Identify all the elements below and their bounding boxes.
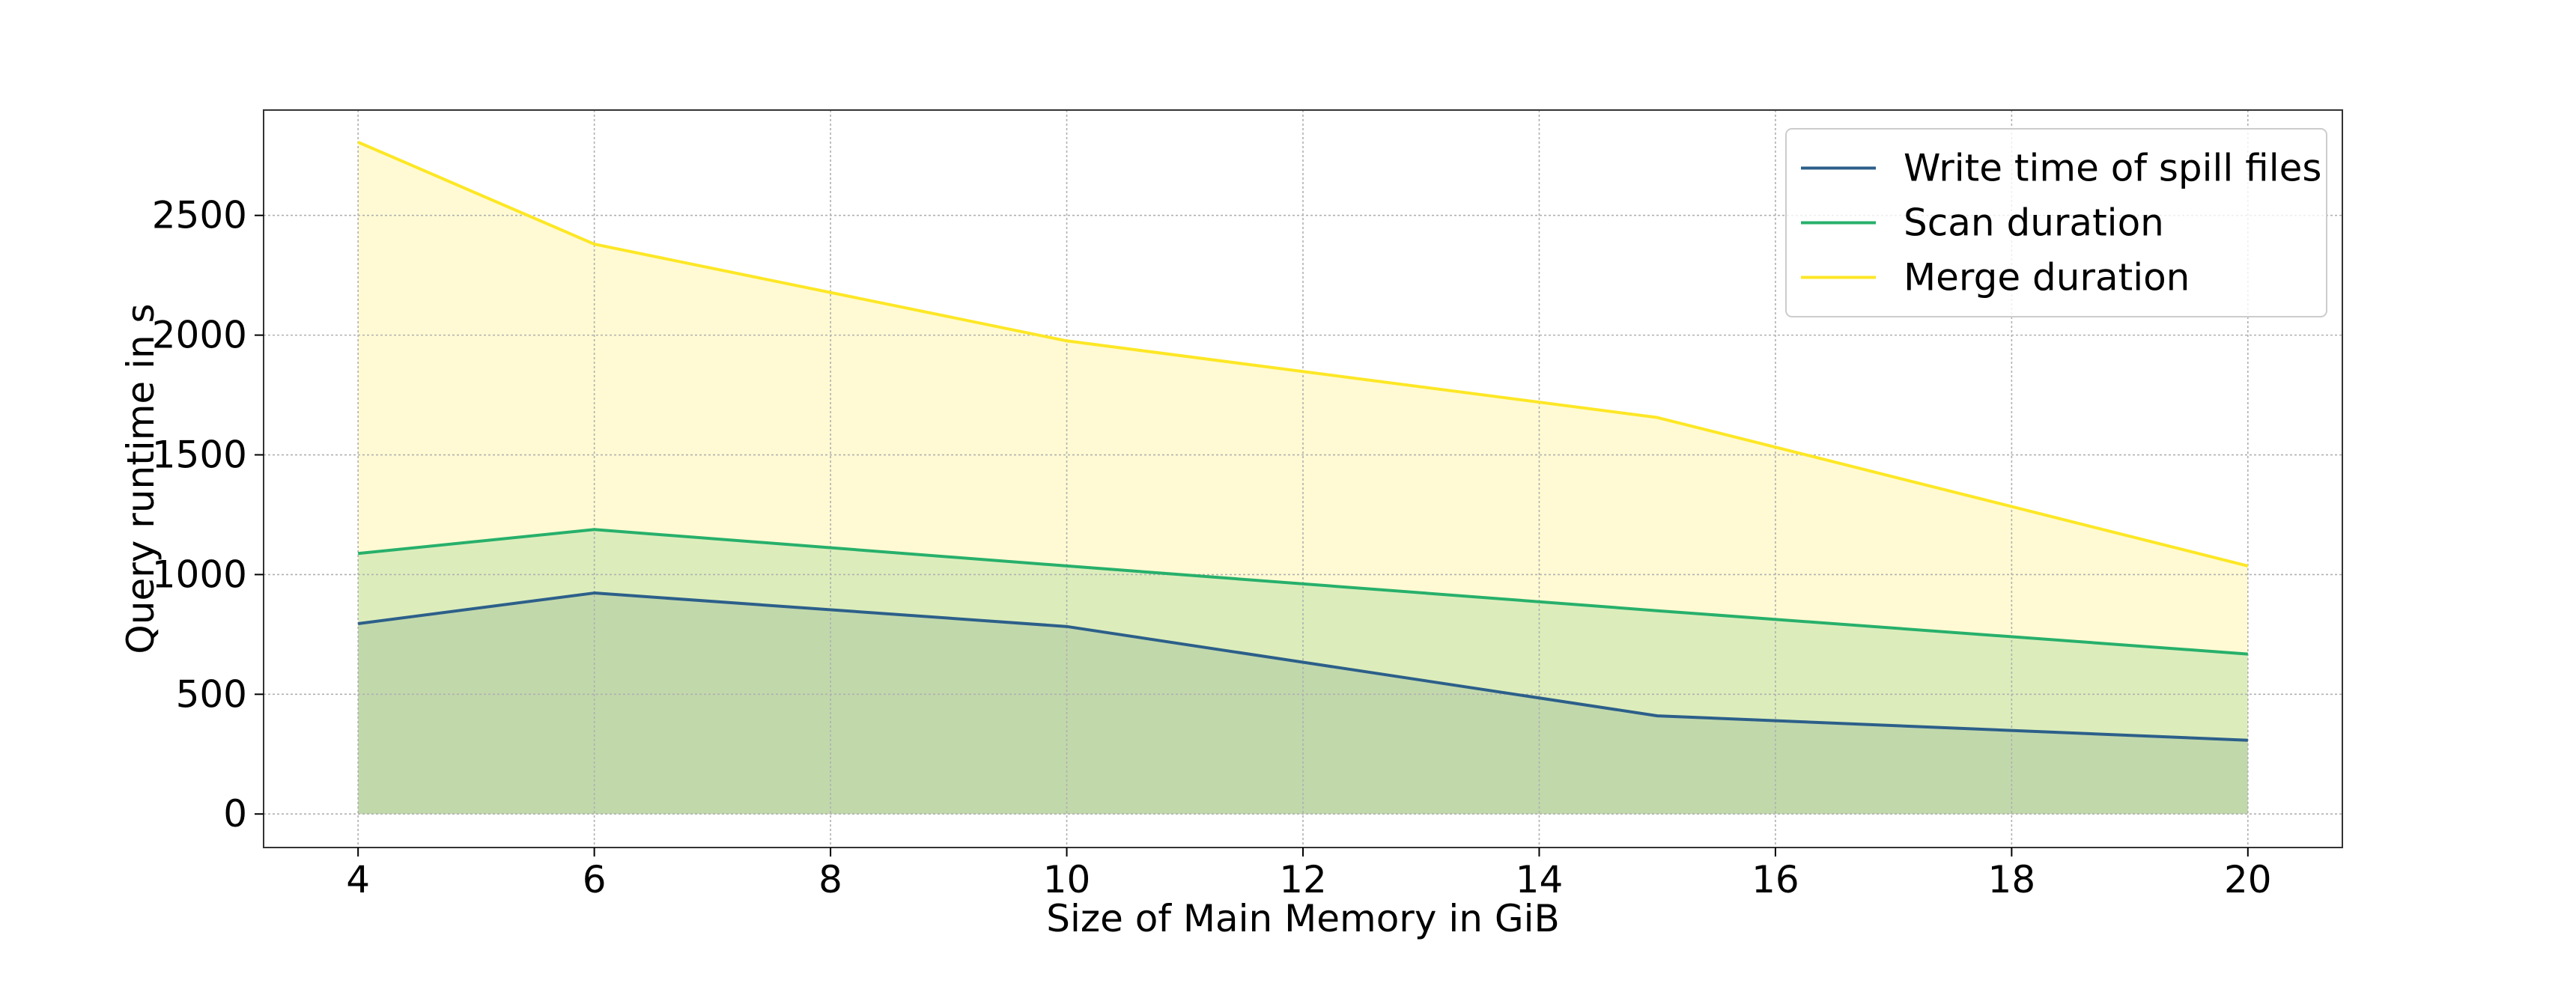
y-tick-label: 1000 bbox=[152, 553, 247, 596]
y-tick-label: 2500 bbox=[152, 194, 247, 237]
x-tick-label: 4 bbox=[346, 858, 370, 901]
legend-label: Merge duration bbox=[1904, 256, 2190, 299]
legend-box bbox=[1785, 128, 2327, 317]
series-lines bbox=[357, 141, 2249, 742]
x-tick-label: 16 bbox=[1752, 858, 1799, 901]
x-tick-label: 10 bbox=[1043, 858, 1091, 901]
series-line-3 bbox=[357, 141, 2249, 568]
x-tick-label: 8 bbox=[818, 858, 842, 901]
x-tick-label: 20 bbox=[2224, 858, 2272, 901]
x-axis-ticks: 4 6 8 10 12 14 16 18 20 bbox=[346, 848, 2272, 901]
y-tick-label: 500 bbox=[176, 672, 247, 716]
y-axis-label: Query runtime in s bbox=[119, 303, 162, 654]
series-line-2 bbox=[357, 528, 2248, 656]
y-tick-label: 0 bbox=[223, 792, 247, 836]
grid-lines bbox=[264, 110, 2342, 848]
x-axis-label: Size of Main Memory in GiB bbox=[1046, 897, 1560, 940]
x-tick-label: 18 bbox=[1988, 858, 2036, 901]
y-tick-label: 2000 bbox=[152, 314, 247, 357]
x-tick-label: 12 bbox=[1279, 858, 1327, 901]
y-axis-ticks: 0 500 1000 1500 2000 2500 bbox=[152, 194, 264, 836]
x-tick-label: 6 bbox=[583, 858, 607, 901]
x-tick-label: 14 bbox=[1516, 858, 1564, 901]
series-line-1 bbox=[357, 591, 2248, 742]
legend-label: Scan duration bbox=[1904, 201, 2164, 245]
legend-label: Write time of spill files bbox=[1904, 147, 2321, 190]
legend: Write time of spill files Scan duration Me… bbox=[1785, 128, 2327, 317]
y-tick-label: 1500 bbox=[152, 433, 247, 477]
